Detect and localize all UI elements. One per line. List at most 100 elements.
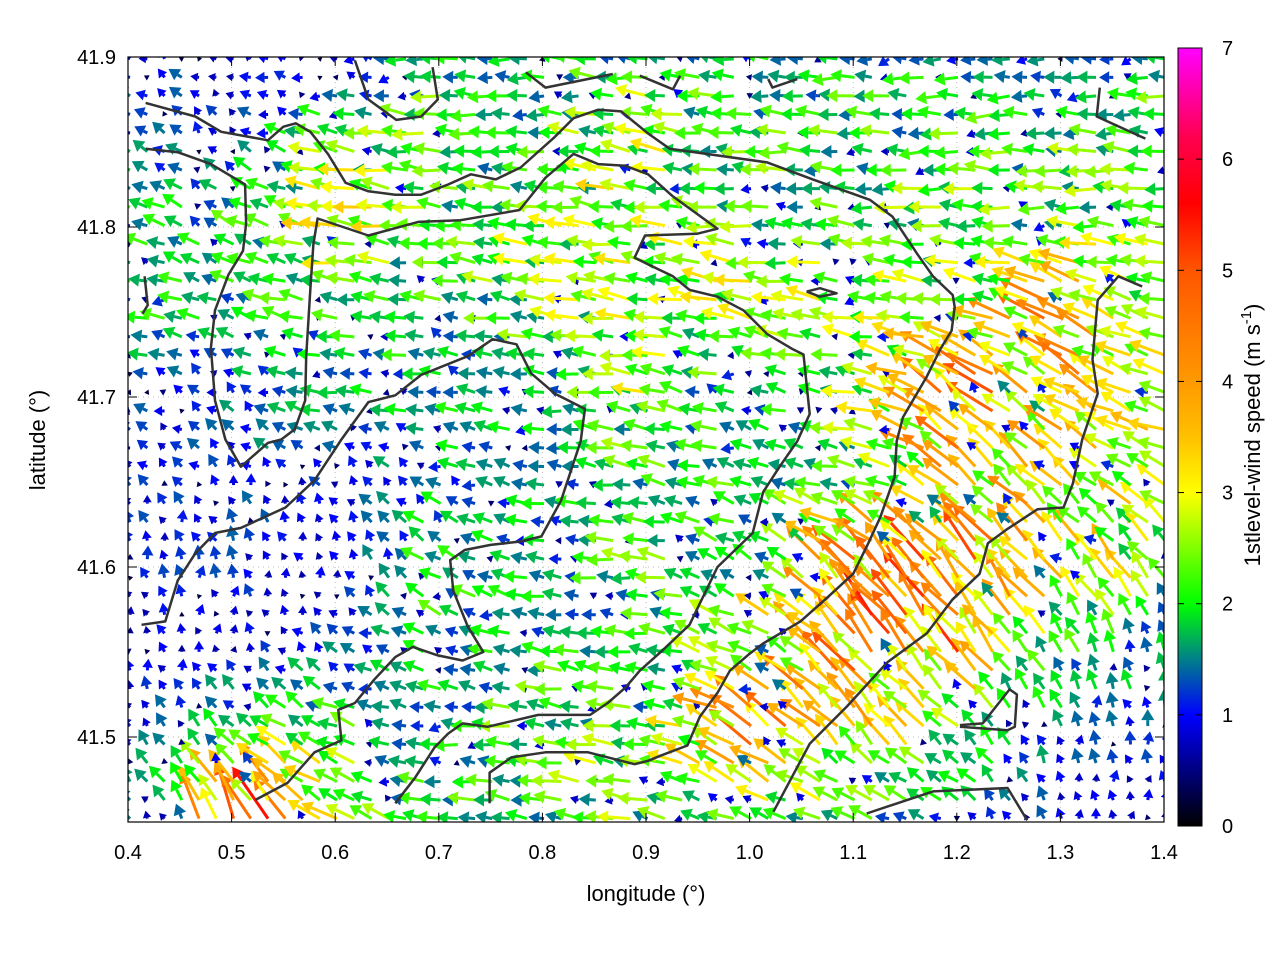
wind-vector-shaft	[263, 664, 270, 672]
wind-vector	[907, 809, 925, 821]
wind-vector-head	[176, 623, 187, 632]
wind-vector	[1105, 671, 1119, 690]
wind-vector-shaft	[533, 390, 545, 394]
wind-vector-shaft	[915, 469, 942, 487]
wind-vector-shaft	[176, 352, 183, 357]
wind-vector-shaft	[436, 724, 442, 729]
wind-vector-head	[741, 405, 750, 416]
wind-vector-head	[1125, 790, 1135, 799]
wind-vector-head	[364, 584, 376, 596]
wind-vector	[703, 761, 735, 783]
wind-vector-head	[314, 444, 321, 452]
wind-vector-shaft	[686, 349, 700, 357]
wind-vector-shaft	[203, 781, 218, 801]
wind-vector	[1109, 769, 1120, 783]
wind-vector-shaft	[175, 753, 184, 764]
wind-vector-head	[870, 409, 883, 422]
wind-vector-head	[754, 403, 766, 417]
wind-vector	[708, 710, 735, 728]
wind-vector-head	[819, 551, 831, 565]
wind-vector	[213, 610, 220, 617]
wind-vector	[1111, 470, 1132, 487]
wind-vector-shaft	[1080, 540, 1098, 561]
wind-vector-head	[945, 434, 958, 448]
wind-vector-shaft	[666, 403, 683, 413]
wind-vector	[492, 475, 511, 488]
wind-vector-head	[807, 659, 821, 673]
wind-vector-shaft	[810, 705, 839, 728]
wind-vector	[810, 459, 838, 473]
wind-vector	[326, 623, 339, 635]
wind-vector	[461, 496, 476, 509]
wind-vector-shaft	[693, 555, 700, 561]
wind-vector-head	[429, 756, 441, 767]
wind-vector-head	[785, 811, 798, 822]
wind-vector-shaft	[409, 551, 424, 561]
wind-vector-head	[835, 401, 848, 415]
wind-vector	[191, 661, 202, 672]
wind-vector-shaft	[418, 444, 424, 450]
wind-vector-head	[621, 511, 634, 525]
wind-vector-head	[799, 327, 812, 341]
wind-vector-shaft	[281, 463, 287, 468]
wind-vector-shaft	[914, 793, 925, 802]
wind-vector	[780, 556, 804, 579]
wind-vector-shaft	[883, 541, 908, 579]
wind-vector-head	[284, 366, 297, 380]
wind-vector-shaft	[606, 575, 614, 580]
wind-vector	[1027, 649, 1046, 672]
wind-vector-head	[578, 793, 590, 807]
wind-vector	[1157, 601, 1164, 616]
wind-vector	[473, 329, 493, 343]
wind-vector-shaft	[426, 815, 441, 821]
wind-vector-head	[380, 348, 392, 362]
wind-vector	[812, 786, 838, 802]
wind-vector-head	[376, 531, 389, 543]
wind-vector	[907, 465, 942, 487]
wind-vector-head	[926, 769, 939, 782]
wind-vector	[394, 564, 408, 579]
wind-vector	[432, 592, 441, 601]
wind-vector-shaft	[338, 716, 356, 728]
wind-vector-head	[1118, 542, 1131, 556]
wind-vector-shaft	[1011, 396, 1029, 413]
wind-vector-head	[867, 750, 881, 762]
wind-vector	[492, 643, 510, 657]
wind-vector-head	[639, 362, 653, 376]
wind-vector	[453, 538, 460, 544]
wind-vector-shaft	[276, 370, 286, 376]
wind-vector-head	[222, 700, 234, 711]
wind-vector-shaft	[179, 703, 184, 708]
wind-vector	[525, 550, 545, 564]
wind-vector	[318, 788, 338, 802]
wind-vector-shaft	[1148, 332, 1164, 339]
wind-vector-head	[829, 406, 838, 415]
wind-vector	[683, 672, 718, 691]
wind-vector	[141, 545, 154, 560]
wind-vector-shaft	[963, 615, 977, 635]
wind-vector-shaft	[317, 612, 321, 616]
wind-vector-head	[478, 681, 490, 694]
wind-vector	[322, 641, 338, 654]
wind-vector-head	[682, 790, 695, 803]
wind-vector-shaft	[533, 352, 545, 357]
wind-vector	[813, 525, 839, 542]
wind-vector	[537, 696, 562, 710]
wind-vector	[339, 643, 356, 655]
wind-vector	[589, 592, 598, 600]
wind-vector-head	[941, 693, 954, 706]
wind-vector-head	[301, 801, 314, 814]
wind-vector	[186, 437, 201, 450]
wind-vector	[1124, 754, 1134, 764]
wind-vector	[1130, 569, 1150, 598]
wind-vector-head	[849, 741, 863, 755]
wind-vector	[128, 553, 134, 560]
wind-vector-head	[230, 365, 244, 379]
wind-vector	[1100, 391, 1132, 413]
wind-vector	[159, 389, 167, 396]
wind-vector-head	[676, 458, 689, 473]
wind-vector	[320, 420, 338, 433]
wind-vector-shaft	[707, 590, 718, 598]
wind-vector	[705, 475, 735, 489]
wind-vector-head	[646, 662, 659, 676]
